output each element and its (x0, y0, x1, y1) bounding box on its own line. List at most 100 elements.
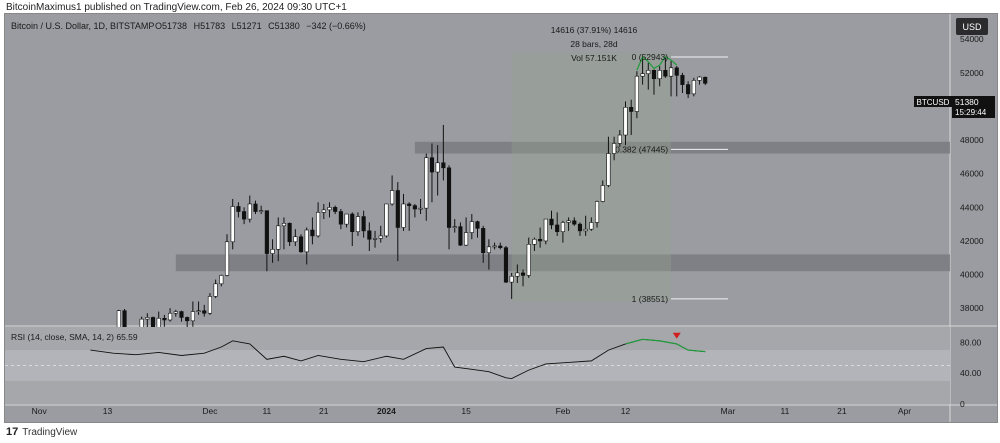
candle-bull[interactable] (224, 241, 230, 276)
candle-bear[interactable] (361, 216, 366, 232)
candle-bull[interactable] (372, 238, 378, 240)
candle-bull[interactable] (606, 153, 611, 186)
candle-bear[interactable] (236, 206, 241, 212)
candle-bull[interactable] (515, 272, 520, 277)
candle-bull[interactable] (492, 245, 497, 248)
candle-bear[interactable] (498, 245, 503, 248)
candle-bull[interactable] (401, 203, 406, 228)
candle-bear[interactable] (185, 317, 190, 322)
chart-svg[interactable]: 0 (52943) 0.382 (47445) 1 (38551) 38000 400… (5, 14, 997, 422)
candle-bull[interactable] (316, 212, 321, 237)
candle-bull[interactable] (168, 312, 173, 321)
candle-bull[interactable] (213, 283, 218, 297)
candle-bear[interactable] (242, 211, 247, 220)
candle-bear[interactable] (663, 70, 668, 77)
candle-bull[interactable] (469, 221, 474, 233)
candle-bull[interactable] (594, 201, 600, 223)
candle-bull[interactable] (634, 75, 639, 112)
candle-bull[interactable] (486, 246, 491, 254)
candle-bull[interactable] (697, 76, 702, 81)
candle-bull[interactable] (566, 220, 571, 223)
candle-bull[interactable] (640, 73, 645, 77)
candle-bull[interactable] (452, 226, 457, 228)
candle-bear[interactable] (629, 107, 634, 112)
footer-brand[interactable]: TradingView (22, 426, 78, 438)
candle-bear[interactable] (412, 205, 417, 210)
candle-bull[interactable] (378, 235, 383, 239)
candle-bear[interactable] (162, 317, 167, 321)
candle-bear[interactable] (555, 224, 560, 233)
candle-bull[interactable] (543, 218, 548, 242)
candle-bull[interactable] (259, 210, 264, 212)
candle-bear[interactable] (338, 211, 343, 225)
candle-bear[interactable] (441, 162, 446, 169)
candle-bull[interactable] (424, 157, 429, 209)
candle-bear[interactable] (475, 221, 480, 229)
candle-bear[interactable] (446, 167, 452, 228)
candle-bear[interactable] (333, 207, 338, 212)
candle-bull[interactable] (247, 203, 252, 220)
candle-bear[interactable] (538, 238, 543, 242)
candle-bull[interactable] (623, 107, 628, 136)
candle-bear[interactable] (481, 228, 486, 254)
candle-bull[interactable] (207, 296, 213, 314)
candle-bull[interactable] (196, 310, 201, 313)
candle-bull[interactable] (390, 190, 395, 205)
candle-bull[interactable] (532, 238, 537, 245)
candle-bear[interactable] (680, 75, 685, 85)
candle-bull[interactable] (583, 228, 588, 232)
currency-button[interactable]: USD (956, 18, 988, 35)
candle-bull[interactable] (600, 185, 605, 202)
candle-bull[interactable] (270, 249, 275, 254)
candle-bear[interactable] (179, 311, 184, 318)
chart-frame[interactable]: 0 (52943) 0.382 (47445) 1 (38551) 38000 400… (4, 13, 998, 423)
candle-bull[interactable] (219, 275, 224, 285)
candle-bear[interactable] (549, 218, 554, 226)
candle-bull[interactable] (355, 216, 361, 232)
candle-bull[interactable] (173, 311, 178, 314)
candle-bull[interactable] (304, 229, 309, 253)
candle-bull[interactable] (293, 236, 298, 243)
candle-bull[interactable] (560, 222, 565, 233)
candle-bear[interactable] (429, 157, 435, 173)
candle-bear[interactable] (503, 247, 509, 283)
candle-bull[interactable] (691, 80, 696, 95)
candle-bull[interactable] (344, 213, 349, 225)
candle-bear[interactable] (287, 222, 292, 243)
candle-bear[interactable] (407, 203, 412, 206)
candle-bear[interactable] (298, 236, 304, 253)
candle-bear[interactable] (674, 67, 679, 76)
candle-bull[interactable] (418, 207, 423, 210)
candle-bear[interactable] (310, 229, 315, 237)
candle-bull[interactable] (276, 225, 281, 250)
candle-bull[interactable] (617, 134, 622, 144)
candle-bear[interactable] (458, 226, 463, 246)
candle-bull[interactable] (230, 206, 235, 243)
candle-bull[interactable] (589, 222, 594, 230)
candle-bull[interactable] (657, 70, 662, 80)
candle-bear[interactable] (577, 223, 583, 232)
candle-bull[interactable] (321, 209, 326, 213)
candle-bull[interactable] (668, 67, 674, 77)
candle-bear[interactable] (572, 220, 577, 225)
candle-bear[interactable] (350, 213, 355, 232)
candle-bear[interactable] (520, 272, 526, 276)
candle-bear[interactable] (395, 190, 400, 228)
candle-bull[interactable] (384, 203, 389, 237)
candle-bull[interactable] (327, 207, 332, 211)
candle-bear[interactable] (651, 70, 657, 80)
candle-bull[interactable] (509, 275, 514, 283)
candle-bull[interactable] (612, 143, 617, 154)
candle-bear[interactable] (253, 203, 258, 212)
candle-bear[interactable] (703, 76, 708, 84)
candle-bear[interactable] (686, 84, 691, 95)
candle-bear[interactable] (202, 310, 207, 314)
candle-bull[interactable] (190, 311, 195, 322)
candle-bull[interactable] (435, 162, 440, 173)
candle-bull[interactable] (281, 222, 287, 227)
candle-bear[interactable] (367, 230, 372, 240)
candle-bull[interactable] (646, 70, 651, 74)
candle-bull[interactable] (526, 244, 531, 276)
candle-bull[interactable] (145, 317, 150, 320)
candle-bull[interactable] (464, 232, 469, 246)
